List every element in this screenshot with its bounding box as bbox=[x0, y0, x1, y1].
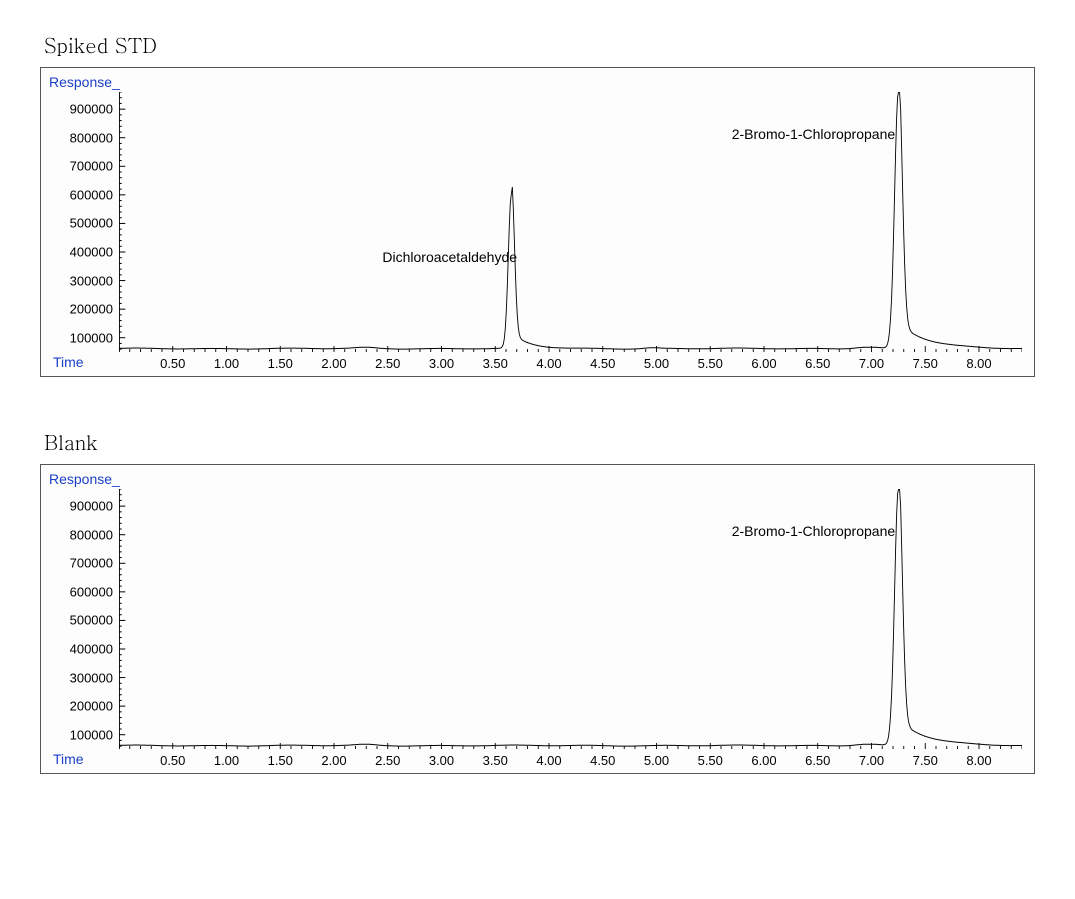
x-tick-label: 4.00 bbox=[536, 753, 561, 768]
x-tick-label: 1.00 bbox=[214, 753, 239, 768]
x-tick-label: 3.00 bbox=[429, 753, 454, 768]
plot-area: 1000002000003000004000005000006000007000… bbox=[119, 92, 1022, 352]
chromatogram-0: Spiked STDResponse_100000200000300000400… bbox=[40, 30, 1035, 377]
x-tick-label: 7.50 bbox=[913, 753, 938, 768]
x-tick-label: 3.50 bbox=[483, 356, 508, 371]
y-tick-label: 500000 bbox=[70, 613, 113, 628]
chromatogram-trace bbox=[119, 489, 1022, 746]
x-tick-label: 3.50 bbox=[483, 753, 508, 768]
y-tick-label: 800000 bbox=[70, 130, 113, 145]
y-tick-label: 400000 bbox=[70, 245, 113, 260]
chromatogram-1: BlankResponse_10000020000030000040000050… bbox=[40, 427, 1035, 774]
x-tick-label: 5.50 bbox=[698, 356, 723, 371]
y-tick-label: 700000 bbox=[70, 556, 113, 571]
x-tick-label: 4.50 bbox=[590, 753, 615, 768]
y-tick-label: 400000 bbox=[70, 642, 113, 657]
x-tick-label: 3.00 bbox=[429, 356, 454, 371]
x-tick-label: 4.50 bbox=[590, 356, 615, 371]
y-tick-label: 900000 bbox=[70, 499, 113, 514]
plot-area: 1000002000003000004000005000006000007000… bbox=[119, 489, 1022, 749]
plot-svg bbox=[119, 92, 1022, 352]
y-tick-label: 200000 bbox=[70, 302, 113, 317]
y-tick-label: 900000 bbox=[70, 102, 113, 117]
chart-frame: Response_1000002000003000004000005000006… bbox=[40, 464, 1035, 774]
x-tick-label: 5.00 bbox=[644, 753, 669, 768]
y-tick-label: 300000 bbox=[70, 670, 113, 685]
y-tick-label: 700000 bbox=[70, 159, 113, 174]
chart-frame: Response_1000002000003000004000005000006… bbox=[40, 67, 1035, 377]
y-tick-label: 200000 bbox=[70, 699, 113, 714]
x-tick-label: 2.50 bbox=[375, 356, 400, 371]
x-tick-label: 1.00 bbox=[214, 356, 239, 371]
y-tick-label: 100000 bbox=[70, 330, 113, 345]
x-tick-label: 8.00 bbox=[966, 753, 991, 768]
x-tick-label: 5.50 bbox=[698, 753, 723, 768]
y-axis-label: Response_ bbox=[49, 471, 1026, 487]
chart-title: Spiked STD bbox=[44, 30, 1035, 59]
y-tick-label: 300000 bbox=[70, 273, 113, 288]
x-tick-label: 1.50 bbox=[268, 356, 293, 371]
x-tick-label: 6.00 bbox=[751, 356, 776, 371]
x-tick-label: 0.50 bbox=[160, 356, 185, 371]
y-tick-label: 100000 bbox=[70, 727, 113, 742]
x-tick-label: 6.50 bbox=[805, 753, 830, 768]
x-tick-label: 2.50 bbox=[375, 753, 400, 768]
x-tick-label: 7.00 bbox=[859, 356, 884, 371]
x-tick-label: 6.00 bbox=[751, 753, 776, 768]
x-tick-label: 4.00 bbox=[536, 356, 561, 371]
x-tick-label: 8.00 bbox=[966, 356, 991, 371]
x-tick-label: 6.50 bbox=[805, 356, 830, 371]
chromatogram-trace bbox=[119, 92, 1022, 349]
x-tick-label: 2.00 bbox=[321, 753, 346, 768]
chart-title: Blank bbox=[44, 427, 1035, 456]
y-axis-label: Response_ bbox=[49, 74, 1026, 90]
y-tick-label: 600000 bbox=[70, 584, 113, 599]
x-tick-label: 5.00 bbox=[644, 356, 669, 371]
x-tick-label: 0.50 bbox=[160, 753, 185, 768]
x-tick-label: 2.00 bbox=[321, 356, 346, 371]
y-tick-label: 600000 bbox=[70, 187, 113, 202]
x-tick-label: 7.00 bbox=[859, 753, 884, 768]
plot-svg bbox=[119, 489, 1022, 749]
y-tick-label: 500000 bbox=[70, 216, 113, 231]
x-tick-label: 7.50 bbox=[913, 356, 938, 371]
x-tick-label: 1.50 bbox=[268, 753, 293, 768]
y-tick-label: 800000 bbox=[70, 527, 113, 542]
